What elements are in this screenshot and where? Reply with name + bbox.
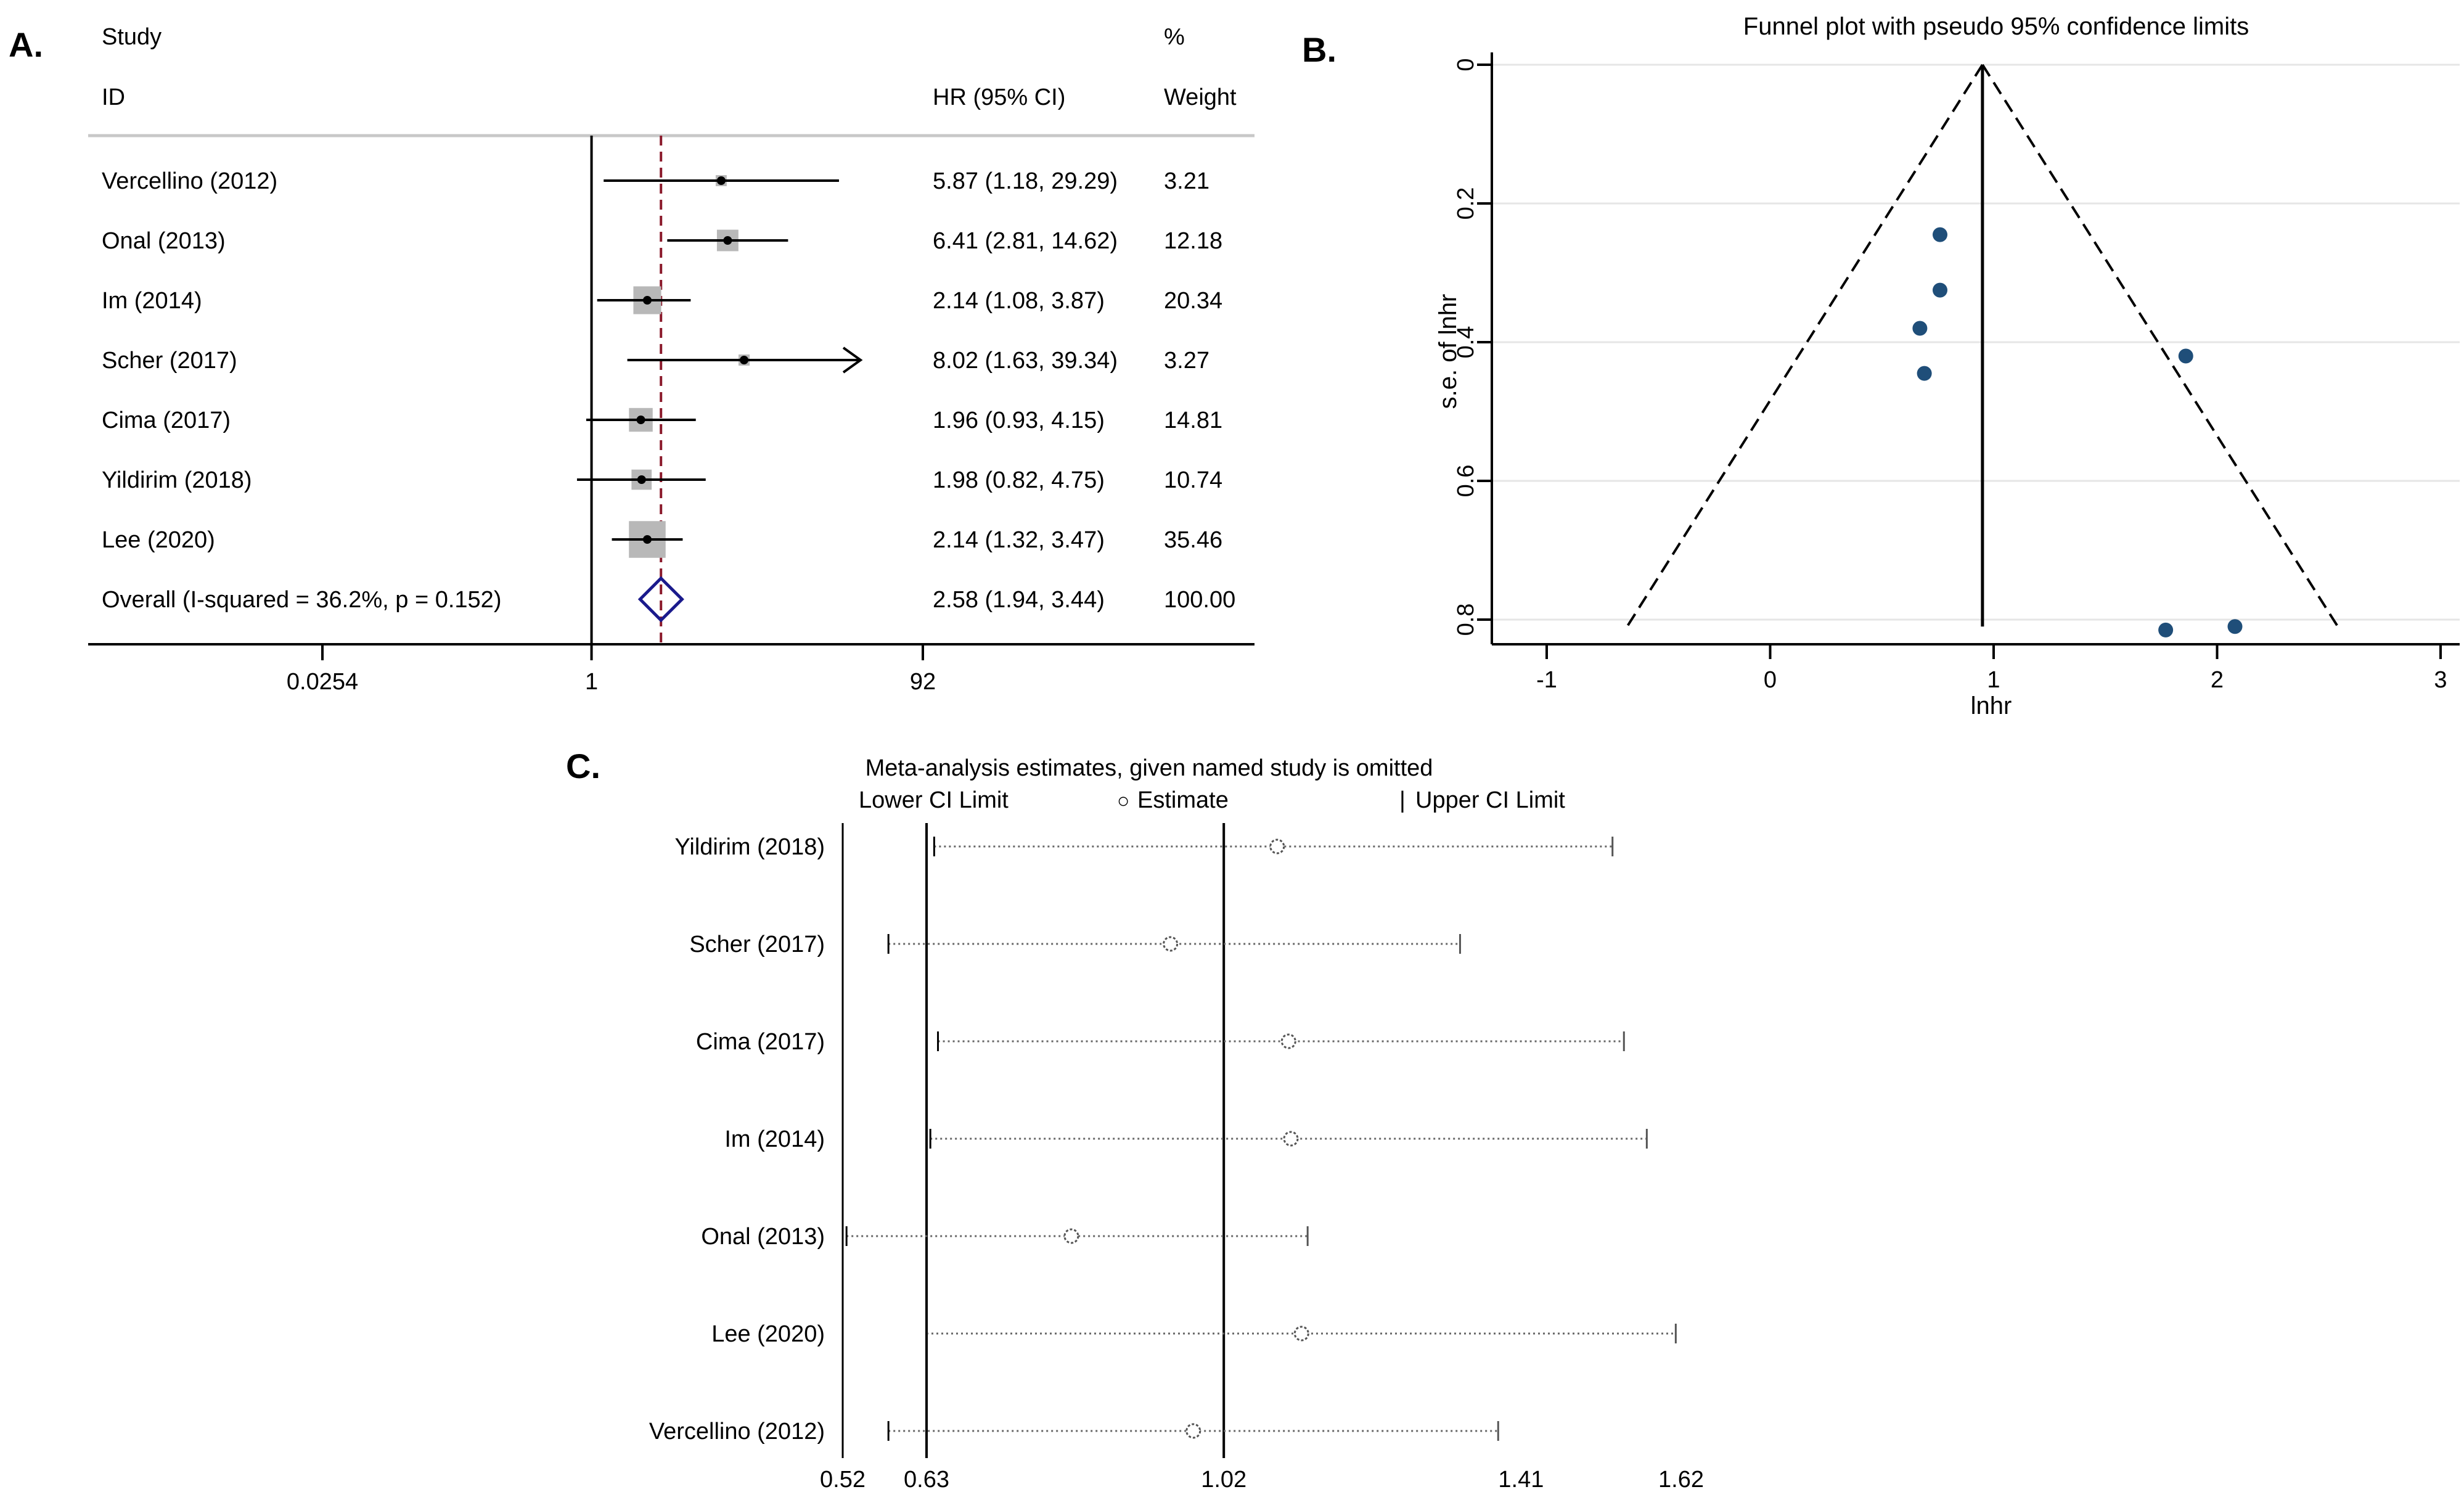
y-tick-label: 0.8	[1453, 604, 1479, 636]
omitted-study-name: Yildirim (2018)	[674, 834, 825, 860]
y-tick-label: 0.4	[1453, 326, 1479, 359]
pseudo-ci-right	[1981, 64, 2339, 628]
x-tick-label: 1.41	[1498, 1467, 1544, 1493]
overall-weight: 100.00	[1164, 587, 1235, 613]
study-hr-ci: 8.02 (1.63, 39.34)	[933, 348, 1118, 374]
x-tick-label: 1.02	[1201, 1467, 1246, 1493]
funnel-title: Funnel plot with pseudo 95% confidence l…	[1743, 13, 2249, 40]
overall-hr-ci: 2.58 (1.94, 3.44)	[933, 587, 1105, 613]
point-estimate	[716, 176, 726, 185]
estimate-marker	[1283, 1131, 1299, 1147]
point-estimate	[642, 296, 652, 305]
study-weight: 3.21	[1164, 168, 1209, 194]
study-hr-ci: 1.98 (0.82, 4.75)	[933, 467, 1105, 493]
study-name: Im (2014)	[102, 288, 202, 314]
study-weight: 10.74	[1164, 467, 1222, 493]
header-pct: %	[1164, 24, 1185, 50]
study-hr-ci: 1.96 (0.93, 4.15)	[933, 408, 1105, 433]
estimate-marker	[1063, 1228, 1079, 1244]
legend-estimate-icon: ○	[1117, 789, 1130, 813]
study-point	[1933, 282, 1947, 298]
funnel-y-label: s.e. of lnhr	[1435, 294, 1462, 409]
study-weight: 20.34	[1164, 288, 1222, 314]
study-name: Yildirim (2018)	[102, 467, 252, 493]
study-hr-ci: 2.14 (1.32, 3.47)	[933, 527, 1105, 553]
header-id: ID	[102, 84, 125, 110]
point-estimate	[642, 535, 652, 544]
study-point	[2227, 619, 2243, 634]
study-weight: 3.27	[1164, 348, 1209, 374]
point-estimate	[740, 356, 749, 364]
study-name: Onal (2013)	[102, 228, 226, 254]
x-tick-label: 0.0254	[287, 669, 358, 695]
x-tick-label: 3	[2434, 667, 2447, 693]
study-weight: 14.81	[1164, 408, 1222, 433]
omitted-study-name: Scher (2017)	[689, 932, 825, 957]
x-tick-label: 1	[585, 669, 598, 695]
x-tick-label: 0.63	[904, 1467, 949, 1493]
x-tick-label: 0	[1764, 667, 1777, 693]
y-tick-label: 0.6	[1453, 465, 1479, 498]
overall-label: Overall (I-squared = 36.2%, p = 0.152)	[102, 587, 501, 613]
pseudo-ci-left	[1626, 64, 1984, 628]
omitted-study-name: Cima (2017)	[696, 1029, 825, 1055]
funnel-plot-panel: B. Funnel plot with pseudo 95% confidence…	[1302, 13, 2460, 719]
study-name: Lee (2020)	[102, 527, 215, 553]
study-weight: 12.18	[1164, 228, 1222, 254]
point-estimate	[636, 416, 645, 424]
study-name: Cima (2017)	[102, 408, 231, 433]
panel-label-a: A.	[9, 25, 43, 64]
x-tick-label: 2	[2211, 667, 2224, 693]
panel-label-c: C.	[566, 747, 600, 785]
study-point	[1917, 366, 1932, 381]
omitted-study-name: Im (2014)	[724, 1126, 825, 1152]
study-hr-ci: 6.41 (2.81, 14.62)	[933, 228, 1118, 254]
estimate-marker	[1293, 1326, 1309, 1342]
study-point	[2178, 348, 2193, 364]
x-tick-label: -1	[1536, 667, 1557, 693]
forest-plot-panel: A. Study ID HR (95% CI)% Weight Vercellino (2…	[9, 24, 1255, 695]
estimate-marker	[1269, 838, 1285, 855]
legend-estimate-label: Estimate	[1137, 787, 1229, 813]
overall-diamond	[637, 576, 684, 623]
study-point	[1912, 321, 1928, 336]
header-study: Study	[102, 24, 162, 50]
funnel-x-label: lnhr	[1971, 692, 2012, 719]
point-estimate	[723, 236, 732, 245]
omitted-study-name: Lee (2020)	[711, 1321, 825, 1347]
omitted-study-name: Onal (2013)	[701, 1224, 825, 1250]
point-estimate	[637, 475, 646, 484]
y-tick-label: 0.2	[1453, 187, 1479, 220]
study-hr-ci: 5.87 (1.18, 29.29)	[933, 168, 1118, 194]
study-weight: 35.46	[1164, 527, 1222, 553]
x-tick-label: 1.62	[1658, 1467, 1704, 1493]
study-name: Scher (2017)	[102, 348, 237, 374]
legend-lower-label: Lower CI Limit	[859, 787, 1009, 813]
legend-upper-label: Upper CI Limit	[1415, 787, 1565, 813]
y-tick-label: 0	[1453, 58, 1479, 71]
header-weight: Weight	[1164, 84, 1237, 110]
legend-upper-icon: |	[1399, 787, 1406, 813]
x-tick-label: 1	[1987, 667, 2000, 693]
estimate-marker	[1280, 1033, 1296, 1049]
estimate-marker	[1185, 1423, 1201, 1439]
panel-label-b: B.	[1302, 30, 1336, 69]
study-point	[2158, 622, 2174, 637]
influence-plot-panel: C. Meta-analysis estimates, given named s…	[566, 747, 1704, 1493]
study-hr-ci: 2.14 (1.08, 3.87)	[933, 288, 1105, 314]
ci-arrow	[842, 346, 863, 374]
x-tick-label: 92	[910, 669, 936, 695]
study-name: Vercellino (2012)	[102, 168, 277, 194]
influence-title: Meta-analysis estimates, given named stu…	[866, 755, 1433, 781]
estimate-marker	[1163, 936, 1179, 952]
omitted-study-name: Vercellino (2012)	[649, 1419, 825, 1445]
x-tick-label: 0.52	[820, 1467, 866, 1493]
study-point	[1933, 227, 1947, 242]
header-hr: HR (95% CI)	[933, 84, 1065, 110]
